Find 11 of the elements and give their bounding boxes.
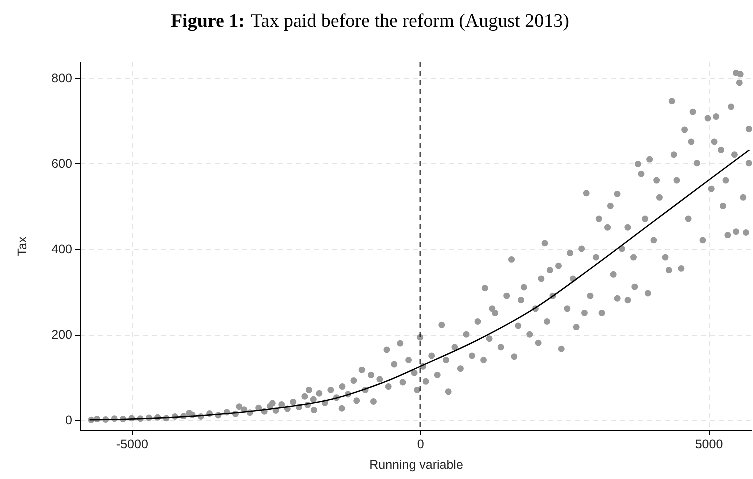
y-tick-label: 800 [52, 71, 73, 86]
x-axis-title: Running variable [370, 458, 464, 472]
y-tick-label: 0 [66, 414, 73, 428]
x-tick-label: -5000 [116, 438, 148, 452]
y-tick-label: 200 [52, 328, 73, 342]
x-tick-label: 0 [417, 438, 424, 452]
y-tick-label: 600 [52, 156, 73, 171]
chart-title: Figure 1: Tax paid before the reform (August 2013) [170, 11, 570, 32]
y-tick-label: 400 [52, 242, 73, 256]
y-axis-title: Tax [16, 236, 30, 256]
x-tick-label: 5000 [695, 438, 724, 452]
